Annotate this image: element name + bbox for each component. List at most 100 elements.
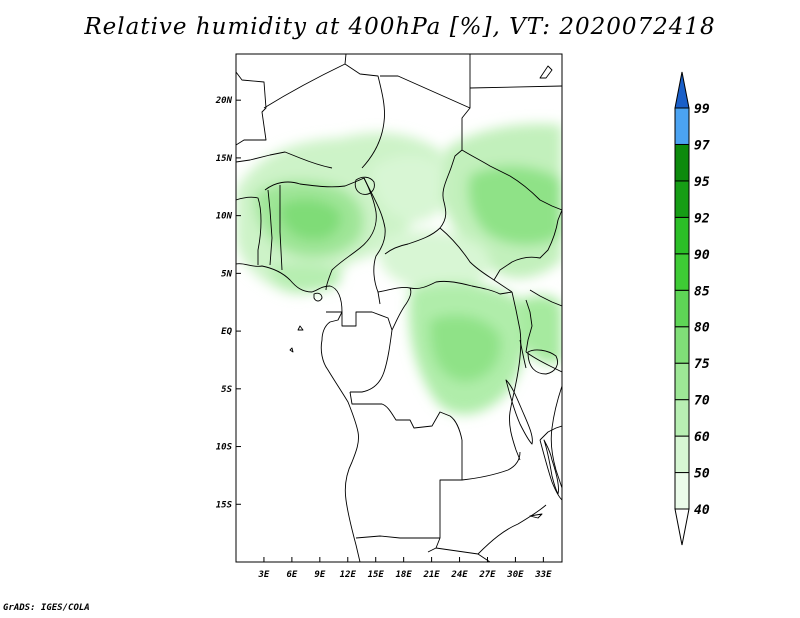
colorbar-over-triangle [674,71,690,109]
colorbar-level-label: 97 [694,138,710,153]
colorbar-segment [674,253,690,291]
colorbar-level-label: 60 [694,430,710,445]
border-benin-nigeria [279,185,283,271]
border-namibia-angola [355,535,440,539]
colorbar-segment [674,180,690,218]
lat-tick-label: 5S [221,385,232,395]
humidity-field [236,123,562,415]
lon-tick-label: 9E [314,570,325,580]
lon-tick-label: 21E [422,570,440,580]
colorbar-level-label: 99 [694,102,710,117]
border-namibia-botswana [435,547,491,562]
lat-tick-label: 10S [216,443,233,453]
map-frame [235,53,563,563]
lat-tick-label: 20N [215,96,233,106]
border-kenya-tanzania [525,351,562,373]
lon-tick-label: 15E [368,570,385,580]
border-congo-drc [391,287,412,331]
lake-malawi [543,439,559,495]
colorbar-segment [674,143,690,182]
humid-region-nigeria-core [279,199,341,241]
border-south-sudan-ethiopia [493,209,562,281]
border-mauritania-mali [236,71,267,146]
colorbar-level-label: 90 [694,248,710,263]
border-libya-niger [380,54,471,109]
lake-albert [519,339,527,369]
border-kenya-somalia [529,289,562,307]
colorbar-segment [674,289,690,328]
lat-tick-label: 15N [216,154,233,164]
humid-region-car [380,230,491,292]
lat-tick-label: EQ [221,327,232,337]
border-libya-egypt [469,85,562,89]
border-ghana-togo [267,189,273,266]
colorbar: 40 50 60 70 75 80 85 90 92 95 97 99 [674,71,710,546]
colorbar-segment [674,362,690,401]
border-gabon-congo [326,311,393,393]
colorbar-level-label: 40 [694,503,710,518]
lon-tick-label: 6E [286,570,297,580]
colorbar-segment [674,399,690,437]
colorbar-segment [674,472,690,510]
lake-tanganyika [505,379,533,445]
colorbar-level-label: 75 [694,357,710,372]
colorbar-segment [674,107,690,145]
coastline-west-africa [236,263,343,313]
humid-region-sudan-core [468,165,562,246]
border-mali-algeria [263,54,347,109]
colorbar-level-label: 95 [694,175,710,190]
country-borders [236,54,562,562]
island-zanzibar [529,513,543,519]
coastline-east-africa [550,385,562,489]
lon-tick-label: 3E [258,570,270,580]
border-chad-cameroon [363,177,386,305]
island-bioko [313,292,323,302]
humid-region-guinea-coast [270,263,341,292]
lake-victoria [527,349,558,375]
border-drc-rwanda-tanzania [509,371,521,461]
humid-region-uganda [520,295,562,364]
humid-region-congo-core [429,315,501,382]
island-sao-tome [297,325,304,331]
border-niger-nigeria [264,177,365,191]
colorbar-level-label: 80 [694,321,710,336]
border-drc-angola [349,391,463,441]
coastline-gulf-of-guinea [320,311,361,562]
border-nigeria-cameroon [325,177,377,291]
lake-chad [354,176,375,195]
lon-tick-label: 24E [450,570,468,580]
colorbar-segment [674,326,690,364]
lon-tick-label: 18E [396,570,413,580]
border-car-drc [377,280,513,295]
colorbar-segment [674,435,690,474]
colorbar-level-label: 70 [694,394,710,409]
island-annobon [289,347,294,353]
border-car-south-sudan [439,227,513,293]
colorbar-level-label: 92 [694,211,710,226]
border-mali-niger [236,151,333,169]
grads-credit: GrADS: IGES/COLA [3,603,90,613]
latitude-axis: 20N 15N 10N 5N EQ 5S 10S 15S [215,96,241,510]
colorbar-level-label: 85 [694,284,710,299]
lat-tick-label: 5N [221,269,232,279]
border-angola-zambia [427,440,463,553]
lon-tick-label: 33E [534,570,552,580]
lat-tick-label: 10N [216,212,233,222]
humid-region-chad [370,155,449,222]
map-title: Relative humidity at 400hPa [%], VT: 202… [84,14,716,40]
coastline-red-sea [539,65,553,79]
longitude-axis: 3E 6E 9E 12E 15E 18E 21E 24E 27E 30E 33E [258,557,552,580]
colorbar-segment [674,216,690,255]
lon-tick-label: 30E [506,570,524,580]
border-sudan-ethiopia [461,149,562,211]
border-zambia-mozambique [461,451,521,481]
border-zambia-zimbabwe [477,504,547,555]
border-drc-uganda [511,291,522,373]
lon-tick-label: 12E [340,570,357,580]
colorbar-level-label: 50 [694,467,710,482]
border-algeria-niger [344,63,385,169]
lat-tick-label: 15S [216,500,233,510]
lon-tick-label: 27E [478,570,496,580]
colorbar-under-triangle [674,508,690,546]
border-uganda-kenya [525,299,533,353]
